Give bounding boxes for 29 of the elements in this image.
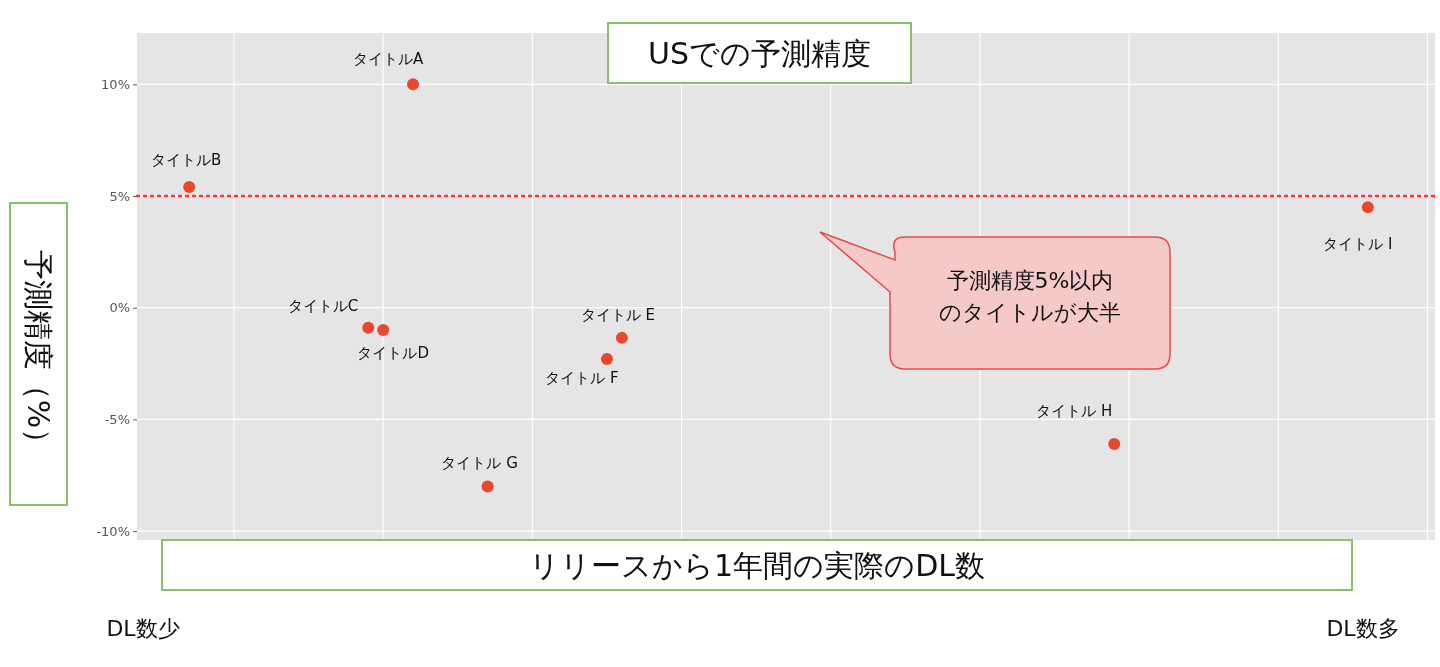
y-axis-title: 予測精度（%）: [21, 249, 56, 459]
annotation: タイトル H: [1036, 401, 1113, 420]
chart-title: USでの予測精度: [647, 35, 872, 71]
point: [1361, 201, 1374, 214]
text: DL数少: [106, 615, 180, 641]
annotation: タイトルB: [151, 151, 222, 170]
annotation: タイトル E: [580, 305, 656, 324]
y-tick-label: -5%: [104, 412, 130, 428]
y-tick-label: -10%: [96, 523, 130, 539]
point: [377, 324, 390, 337]
annotation: タイトル F: [545, 369, 619, 388]
y-tick-label: 0%: [109, 300, 130, 316]
x-axis-title: リリースから1年間の実際のDL数: [529, 547, 985, 583]
annotation: タイトルD: [357, 344, 429, 363]
annotation: 予測精度5%以内のタイトルが大半: [939, 268, 1121, 325]
annotation: タイトル G: [441, 454, 518, 473]
point: [600, 353, 613, 366]
annotation: タイトルA: [352, 50, 424, 69]
point: [407, 78, 420, 91]
point: [481, 480, 494, 493]
point: [615, 331, 628, 344]
point: [183, 181, 196, 194]
point: [362, 321, 375, 334]
y-tick-label: 5%: [109, 188, 130, 204]
point: [1108, 437, 1121, 450]
annotation: タイトルC: [287, 296, 359, 315]
text: DL数多: [1326, 615, 1400, 641]
y-tick-label: 10%: [101, 77, 130, 93]
annotation: タイトル I: [1323, 235, 1393, 254]
